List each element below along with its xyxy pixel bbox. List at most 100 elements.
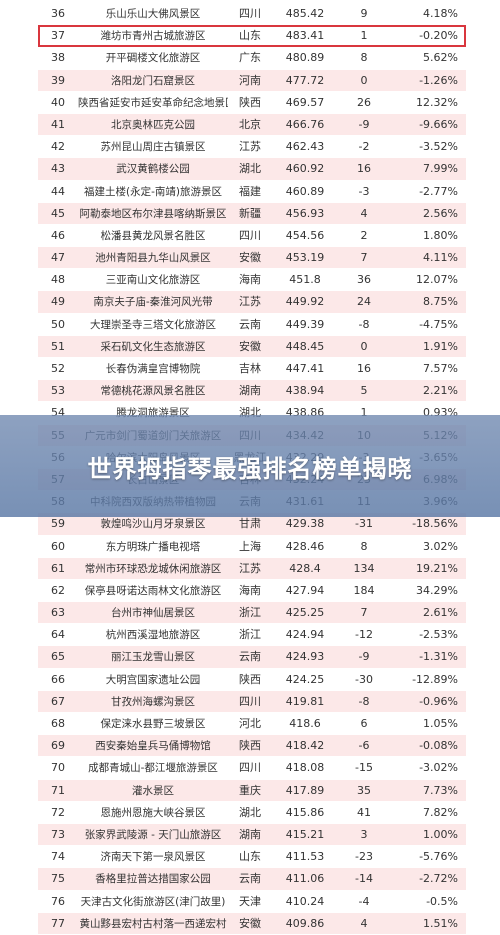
name-cell: 三亚南山文化旅游区 — [105, 274, 201, 287]
province-cell: 吉林 — [239, 362, 261, 375]
percent-cell: -2.53% — [419, 628, 458, 642]
province-cell: 湖北 — [239, 162, 261, 176]
score-cell: 418.08 — [285, 761, 325, 775]
rank-cell: 65 — [51, 650, 65, 664]
score-cell: 447.41 — [285, 362, 325, 375]
name-cell: 北京奥林匹克公园 — [111, 118, 195, 131]
name-cell: 保亭县呀诺达雨林文化旅游区 — [84, 584, 222, 597]
name-cell: 武汉黄鹤楼公园 — [116, 163, 190, 176]
score-cell: 411.06 — [285, 872, 325, 886]
percent-cell: 4.11% — [423, 251, 458, 265]
province-cell: 安徽 — [239, 916, 261, 930]
change-cell: 24 — [357, 295, 371, 309]
table-row: 66 大明宫国家遗址公园 陕西 424.25 -30 -12.89% — [38, 668, 466, 691]
table-row: 68 保定涞水县野三坡景区 河北 418.6 6 1.05% — [38, 713, 466, 736]
name-cell: 开平碉楼文化旅游区 — [105, 52, 201, 65]
name-cell: 长春伪满皇宫博物院 — [105, 363, 201, 375]
province-cell: 河南 — [239, 73, 261, 87]
score-cell: 424.94 — [285, 628, 325, 642]
name-cell: 大明宫国家遗址公园 — [105, 673, 201, 686]
change-cell: -30 — [355, 672, 373, 686]
percent-cell: 7.73% — [423, 783, 458, 797]
score-cell: 454.56 — [285, 228, 325, 242]
name-cell: 常州市环球恐龙城休闲旅游区 — [84, 562, 222, 575]
score-cell: 453.19 — [285, 251, 325, 265]
name-cell: 乐山乐山大佛风景区 — [105, 8, 201, 20]
province-cell: 湖北 — [239, 805, 261, 819]
province-cell: 广东 — [239, 51, 261, 65]
table-row: 45 阿勒泰地区布尔津县喀纳斯景区 新疆 456.93 4 2.56% — [38, 202, 466, 225]
table-row: 53 常德桃花源风景名胜区 湖南 438.94 5 2.21% — [38, 380, 466, 403]
change-cell: 5 — [360, 384, 368, 398]
change-cell: -6 — [358, 739, 370, 753]
name-cell: 香格里拉普达措国家公园 — [95, 873, 211, 886]
rank-cell: 71 — [51, 783, 65, 797]
table-row: 36 乐山乐山大佛风景区 四川 485.42 9 4.18% — [38, 3, 466, 26]
title-banner: 世界拇指琴最强排名榜单揭晓 — [0, 415, 500, 517]
table-row: 75 香格里拉普达措国家公园 云南 411.06 -14 -2.72% — [38, 868, 466, 891]
name-cell: 常德桃花源风景名胜区 — [100, 385, 206, 398]
score-cell: 460.89 — [285, 184, 325, 198]
rank-cell: 60 — [51, 539, 65, 553]
province-cell: 河北 — [239, 717, 261, 730]
rank-cell: 74 — [51, 850, 65, 864]
province-cell: 新疆 — [239, 206, 261, 220]
change-cell: 0 — [360, 73, 368, 87]
province-cell: 四川 — [239, 694, 261, 708]
name-cell: 天津古文化街旅游区(津门故里) — [80, 895, 226, 908]
change-cell: 16 — [357, 362, 371, 375]
score-cell: 469.57 — [285, 95, 325, 109]
table-row: 48 三亚南山文化旅游区 海南 451.8 36 12.07% — [38, 269, 466, 292]
name-cell: 陕西省延安市延安革命纪念地景区 — [78, 96, 228, 109]
score-cell: 418.6 — [289, 717, 321, 730]
table-row: 44 福建土楼(永定-南靖)旅游景区 福建 460.89 -3 -2.77% — [38, 180, 466, 203]
score-cell: 410.24 — [285, 894, 325, 908]
table-row: 50 大理崇圣寺三塔文化旅游区 云南 449.39 -8 -4.75% — [38, 313, 466, 336]
change-cell: -15 — [355, 761, 373, 775]
percent-cell: 1.05% — [423, 717, 458, 730]
percent-cell: -3.02% — [419, 761, 458, 775]
rank-cell: 40 — [51, 95, 65, 109]
province-cell: 四川 — [239, 761, 261, 775]
score-cell: 456.93 — [285, 206, 325, 220]
rank-cell: 66 — [51, 672, 65, 686]
change-cell: 3 — [360, 827, 368, 841]
change-cell: 2 — [360, 228, 368, 242]
percent-cell: -2.72% — [419, 872, 458, 886]
rank-cell: 73 — [51, 827, 65, 841]
rank-cell: 49 — [51, 295, 65, 309]
name-cell: 南京夫子庙-秦淮河风光带 — [93, 296, 213, 309]
name-cell: 阿勒泰地区布尔津县喀纳斯景区 — [79, 207, 227, 220]
rank-cell: 42 — [51, 140, 65, 154]
change-cell: 1 — [360, 29, 368, 43]
name-cell: 洛阳龙门石窟景区 — [111, 74, 195, 87]
province-cell: 云南 — [239, 650, 261, 664]
table-row: 76 天津古文化街旅游区(津门故里) 天津 410.24 -4 -0.5% — [38, 890, 466, 913]
change-cell: -2 — [358, 140, 370, 154]
province-cell: 云南 — [239, 317, 261, 331]
change-cell: -4 — [358, 894, 370, 908]
rank-cell: 47 — [51, 251, 65, 265]
province-cell: 湖南 — [239, 384, 261, 398]
table-row: 77 黄山黟县宏村古村落一西递宏村 安徽 409.86 4 1.51% — [38, 912, 466, 935]
percent-cell: 3.02% — [423, 539, 458, 553]
change-cell: -8 — [358, 317, 370, 331]
rank-cell: 36 — [51, 7, 65, 20]
rank-cell: 38 — [51, 51, 65, 65]
rank-cell: 61 — [51, 561, 65, 575]
percent-cell: 2.21% — [423, 384, 458, 398]
province-cell: 陕西 — [239, 739, 261, 753]
province-cell: 福建 — [239, 184, 261, 198]
change-cell: -3 — [358, 184, 370, 198]
table-row: 38 开平碉楼文化旅游区 广东 480.89 8 5.62% — [38, 47, 466, 70]
change-cell: -23 — [355, 850, 373, 864]
score-cell: 460.92 — [285, 162, 325, 176]
table-row: 64 杭州西溪湿地旅游区 浙江 424.94 -12 -2.53% — [38, 624, 466, 647]
name-cell: 苏州昆山周庄古镇景区 — [100, 141, 206, 154]
percent-cell: 7.57% — [423, 362, 458, 375]
province-cell: 甘肃 — [239, 517, 261, 531]
change-cell: 0 — [360, 339, 368, 353]
score-cell: 425.25 — [285, 606, 325, 620]
percent-cell: -0.96% — [419, 694, 458, 708]
change-cell: 8 — [360, 51, 368, 65]
